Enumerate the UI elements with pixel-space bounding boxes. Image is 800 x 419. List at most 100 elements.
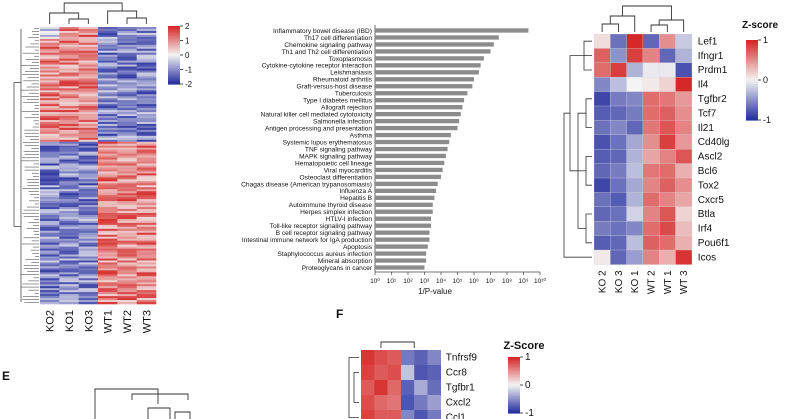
heatmap-cell [78,211,99,214]
heatmap-cell [98,44,118,48]
heatmap-cell [78,290,99,293]
dendrogram-branch [63,2,123,13]
heatmap-cell [59,137,79,141]
bar-category-label: Inflammatory bowel disease (IBD) [273,28,372,35]
right-heatmap-row-label: Ifngr1 [698,51,724,62]
bar-category-label: Mineral absorption [318,258,373,265]
heatmap-cell [626,33,644,49]
heatmap-cell [98,137,118,141]
heatmap-cell [659,91,676,107]
heatmap-cell [78,149,99,152]
heatmap-cell [136,143,157,147]
colorbar-segment [508,407,520,410]
heatmap-cell [78,78,99,81]
heatmap-cell [78,280,99,283]
heatmap-cell [98,274,118,277]
heatmap-cell [78,127,99,131]
heatmap-cell [78,224,99,228]
colorbar-segment [168,50,180,53]
heatmap-cell [59,58,79,61]
heatmap-cell [98,163,118,166]
heatmap-cell [98,199,118,202]
heatmap-cell [136,212,157,216]
heatmap-cell [98,280,118,283]
heatmap-cell [98,82,118,85]
colorbar-segment [168,44,180,47]
bar-category-label: Viral myocarditis [324,167,373,174]
heatmap-cell [40,296,60,299]
heatmap-cell [59,64,79,67]
heatmap-cell [98,264,118,267]
heatmap-cell [427,395,441,411]
heatmap-cell [136,240,157,243]
heatmap-cell [117,250,137,253]
heatmap-cell [117,197,137,200]
heatmap-cell [136,298,157,301]
heatmap-cell [117,266,137,269]
heatmap-cell [136,161,157,164]
heatmap-cell [59,212,79,216]
heatmap-cell [40,159,60,162]
right-heatmap-column-label: WT 2 [647,270,658,294]
heatmap-cell [136,218,157,222]
heatmap-cell [136,276,157,279]
right-heatmap-column-label: KO 1 [630,270,641,293]
heatmap-cell [136,108,157,111]
heatmap-cell [98,238,118,241]
heatmap-cell [136,52,157,55]
heatmap-cell [98,258,118,261]
heatmap-cell [78,28,99,32]
heatmap-cell [59,242,79,245]
heatmap-cell [593,235,611,251]
heatmap-cell [78,161,99,164]
heatmap-cell [98,40,118,44]
heatmap-cell [675,249,693,265]
bar-category-label: Natural killer cell mediated cytotoxicit… [261,112,373,119]
right-column-dendrogram [601,5,685,32]
colorbar-segment [508,401,520,404]
heatmap-cell [40,199,60,202]
colorbar-segment [746,114,758,117]
heatmap-cell [136,44,157,48]
heatmap-cell [117,151,137,154]
heatmap-cell [98,226,118,230]
heatmap-cell [117,232,137,236]
heatmap-cell [78,27,99,30]
heatmap-cell [98,211,118,214]
heatmap-cell [117,149,137,152]
heatmap-cell [78,238,99,241]
colorbar-segment [746,58,758,61]
left-heatmap-column-label: WT2 [122,310,134,333]
heatmap-cell [40,250,60,253]
colorbar-segment [746,48,758,51]
heatmap-cell [40,230,60,234]
heatmap-cell [117,276,137,279]
heatmap-cell [117,280,137,283]
heatmap-cell [98,236,118,240]
bar-x-tick-label: 10¹ [387,278,397,285]
bar [375,167,443,173]
heatmap-cell [610,134,627,150]
heatmap-cell [117,98,137,101]
heatmap-cell [78,167,99,170]
heatmap-cell [59,290,79,293]
heatmap-cell [427,350,441,366]
bar [375,251,427,256]
heatmap-cell [59,292,79,295]
heatmap-cell [98,205,118,208]
heatmap-cell [40,167,60,170]
bar-category-label: B cell receptor signaling pathway [276,230,373,237]
heatmap-cell [78,135,99,139]
heatmap-cell [59,46,79,50]
colorbar-tick-label: 0 [525,380,531,391]
heatmap-cell [136,88,157,91]
heatmap-cell [40,276,60,279]
heatmap-cell [78,232,99,236]
heatmap-cell [78,90,99,93]
heatmap-cell [117,228,137,232]
heatmap-cell [40,294,60,297]
colorbar-segment [508,400,520,403]
right-heatmap-row-label: Ascl2 [698,152,723,163]
heatmap-cell [117,110,137,113]
heatmap-cell [98,220,118,224]
